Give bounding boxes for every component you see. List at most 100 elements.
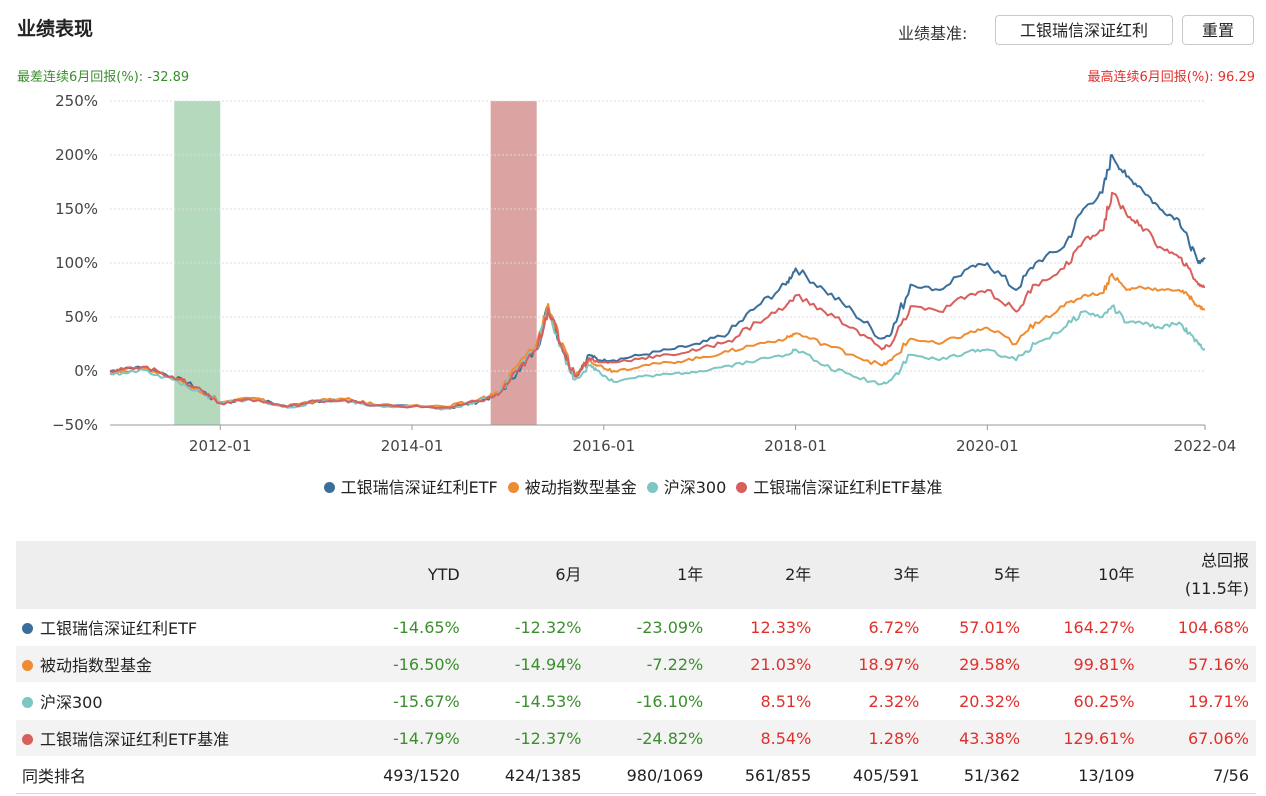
legend-item[interactable]: 被动指数型基金 xyxy=(507,474,637,498)
benchmark-label: 业绩基准: xyxy=(898,24,968,43)
performance-table: YTD 6月 1年 2年 3年 5年 10年 总回报 (11.5年) 工银瑞信深证… xyxy=(16,541,1256,794)
y-tick-label: 150% xyxy=(55,200,98,218)
return-cell: 43.38% xyxy=(926,719,1028,757)
return-cell: 19.71% xyxy=(1141,682,1256,720)
table-header-total: 总回报 (11.5年) xyxy=(1141,541,1256,609)
return-cell: -14.94% xyxy=(466,645,589,683)
return-cell: -12.37% xyxy=(466,719,589,757)
performance-chart[interactable]: 250% 200% 150% 100% 50% 0% −50% 2012-01 2014-01 2… xyxy=(0,88,1266,468)
rank-cell: 424/1385 xyxy=(466,756,589,794)
series-line-1 xyxy=(109,272,1206,408)
row-name: 沪深300 xyxy=(16,682,345,720)
row-name: 被动指数型基金 xyxy=(16,645,345,683)
table-header-3y: 3年 xyxy=(818,541,927,609)
rank-label: 同类排名 xyxy=(16,756,345,794)
legend-item[interactable]: 工银瑞信深证红利ETF xyxy=(323,474,498,498)
legend-label: 沪深300 xyxy=(663,478,727,497)
rank-cell: 51/362 xyxy=(926,756,1028,794)
table-header-2y: 2年 xyxy=(710,541,819,609)
rank-cell: 13/109 xyxy=(1027,756,1142,794)
best-6m-return: 最高连续6月回报(%): 96.29 xyxy=(1087,70,1256,85)
return-cell: -14.53% xyxy=(466,682,589,720)
return-cell: 164.27% xyxy=(1027,609,1142,646)
rank-cell: 7/56 xyxy=(1141,756,1256,794)
y-tick-label: 100% xyxy=(55,254,98,272)
return-cell: -14.65% xyxy=(345,609,467,646)
x-tick-label: 2014-01 xyxy=(381,437,444,455)
benchmark-select[interactable]: 工银瑞信深证红利 xyxy=(995,15,1173,45)
legend-dot xyxy=(323,482,335,493)
table-header-row: YTD 6月 1年 2年 3年 5年 10年 总回报 (11.5年) xyxy=(16,541,1256,609)
rank-cell: 405/591 xyxy=(818,756,927,794)
return-cell: -15.67% xyxy=(345,682,467,720)
return-cell: 57.16% xyxy=(1141,645,1256,683)
table-row: 工银瑞信深证红利ETF -14.65% -12.32% -23.09% 12.33% 6.… xyxy=(16,609,1256,646)
x-tick-label: 2020-01 xyxy=(956,437,1019,455)
y-tick-label: 50% xyxy=(65,308,98,326)
table-header-name xyxy=(16,541,345,609)
x-tick-label: 2022-04 xyxy=(1174,437,1237,455)
return-cell: -12.32% xyxy=(466,609,589,646)
shaded-region-0 xyxy=(174,101,221,425)
return-cell: 18.97% xyxy=(818,645,927,683)
total-header-line1: 总回报 xyxy=(1200,551,1249,570)
legend-item[interactable]: 沪深300 xyxy=(646,474,727,498)
return-cell: 104.68% xyxy=(1141,609,1256,646)
return-cell: -16.10% xyxy=(588,682,711,720)
return-cell: 129.61% xyxy=(1027,719,1142,757)
reset-button[interactable]: 重置 xyxy=(1182,15,1254,45)
table-header-5y: 5年 xyxy=(926,541,1028,609)
return-cell: 67.06% xyxy=(1141,719,1256,757)
return-cell: -14.79% xyxy=(345,719,467,757)
table-header-10y: 10年 xyxy=(1027,541,1142,609)
rank-cell: 980/1069 xyxy=(588,756,711,794)
table-header-1y: 1年 xyxy=(588,541,711,609)
legend-label: 被动指数型基金 xyxy=(524,478,637,497)
return-cell: -23.09% xyxy=(588,609,711,646)
return-cell: 99.81% xyxy=(1027,645,1142,683)
row-name: 工银瑞信深证红利ETF xyxy=(16,609,345,646)
rank-cell: 493/1520 xyxy=(345,756,467,794)
y-tick-label: 200% xyxy=(55,146,98,164)
return-cell: -7.22% xyxy=(588,645,711,683)
chart-legend: 工银瑞信深证红利ETF 被动指数型基金 沪深300 工银瑞信深证红利ETF基准 xyxy=(0,474,1266,498)
y-tick-label: 0% xyxy=(74,362,98,380)
shaded-region-1 xyxy=(490,101,537,425)
table-header-ytd: YTD xyxy=(345,541,467,609)
return-cell: 60.25% xyxy=(1027,682,1142,720)
y-tick-label: 250% xyxy=(55,92,98,110)
return-cell: 57.01% xyxy=(926,609,1028,646)
worst-6m-return: 最差连续6月回报(%): -32.89 xyxy=(17,70,190,85)
header: 业绩表现 业绩基准: 工银瑞信深证红利 重置 xyxy=(0,0,1266,62)
rank-row: 同类排名 493/1520 424/1385 980/1069 561/855 405/5… xyxy=(16,756,1256,794)
legend-dot xyxy=(507,482,519,493)
table-header-6m: 6月 xyxy=(466,541,589,609)
legend-label: 工银瑞信深证红利ETF基准 xyxy=(753,478,943,497)
legend-label: 工银瑞信深证红利ETF xyxy=(340,478,498,497)
y-tick-label: −50% xyxy=(52,416,98,434)
series-dot xyxy=(22,734,33,745)
return-cell: 6.72% xyxy=(818,609,927,646)
rank-cell: 561/855 xyxy=(710,756,819,794)
legend-dot xyxy=(646,482,658,493)
return-cell: 8.54% xyxy=(710,719,819,757)
page-title: 业绩表现 xyxy=(17,18,94,40)
return-cell: 12.33% xyxy=(710,609,819,646)
x-tick-label: 2018-01 xyxy=(764,437,827,455)
return-cell: 2.32% xyxy=(818,682,927,720)
return-cell: 20.32% xyxy=(926,682,1028,720)
return-cell: -24.82% xyxy=(588,719,711,757)
series-dot xyxy=(22,623,33,634)
legend-item[interactable]: 工银瑞信深证红利ETF基准 xyxy=(736,474,942,498)
row-name: 工银瑞信深证红利ETF基准 xyxy=(16,719,345,757)
legend-dot xyxy=(736,482,748,493)
x-tick-label: 2012-01 xyxy=(189,437,252,455)
total-header-line2: (11.5年) xyxy=(1184,579,1249,598)
return-cell: 1.28% xyxy=(818,719,927,757)
return-cell: 21.03% xyxy=(710,645,819,683)
series-dot xyxy=(22,697,33,708)
return-cell: 29.58% xyxy=(926,645,1028,683)
return-cell: -16.50% xyxy=(345,645,467,683)
table-row: 沪深300 -15.67% -14.53% -16.10% 8.51% 2.32% 20.3… xyxy=(16,682,1256,720)
table-row: 工银瑞信深证红利ETF基准 -14.79% -12.37% -24.82% 8.54% 1… xyxy=(16,719,1256,757)
